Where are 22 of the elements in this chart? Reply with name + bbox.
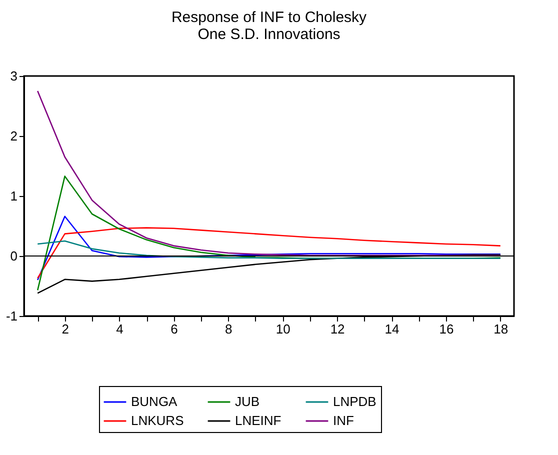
legend-label: LNEINF [235, 413, 282, 428]
legend-label: BUNGA [131, 394, 178, 409]
x-tick-label: 2 [62, 322, 69, 336]
x-tick-label: 14 [384, 322, 400, 336]
y-tick-label: -1 [6, 308, 18, 324]
x-tick-label: 16 [439, 322, 454, 336]
y-tick-label: 0 [10, 248, 18, 264]
y-tick-label: 2 [10, 128, 18, 144]
legend-label: LNKURS [131, 413, 184, 428]
x-tick-label: 4 [116, 322, 124, 336]
legend-label: LNPDB [333, 394, 376, 409]
legend-label: INF [333, 413, 354, 428]
x-tick-label: 12 [330, 322, 345, 336]
x-tick-label: 18 [494, 322, 508, 336]
y-tick-label: 1 [10, 188, 18, 204]
legend-label: JUB [235, 394, 260, 409]
x-tick-label: 8 [225, 322, 232, 336]
y-tick-label: 3 [10, 68, 18, 84]
text: Response of INF to Cholesky [171, 9, 367, 26]
x-tick-label: 10 [276, 322, 290, 336]
text: One S.D. Innovations [198, 26, 340, 43]
x-tick-label: 6 [170, 322, 178, 336]
